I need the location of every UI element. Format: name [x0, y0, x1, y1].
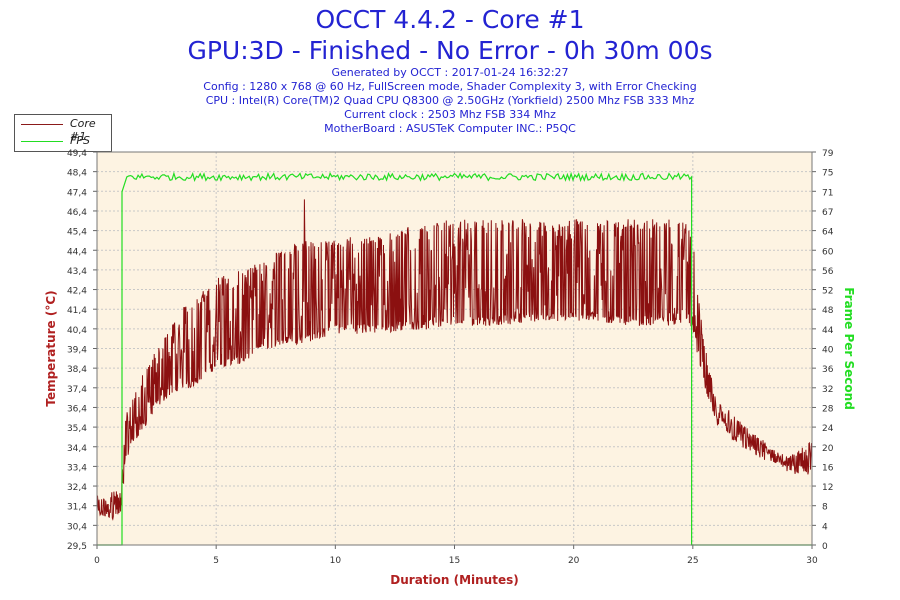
chart-title: OCCT 4.4.2 - Core #1 — [315, 5, 585, 34]
fps-line — [97, 171, 812, 546]
y2-tick-label: 4 — [822, 522, 828, 532]
x-tick-label: 15 — [449, 556, 460, 566]
chart-header: OCCT 4.4.2 - Core #1 GPU:3D - Finished -… — [0, 4, 900, 136]
y-axis-label: Temperature (°C) — [44, 290, 58, 406]
info-motherboard: MotherBoard : ASUSTeK Computer INC.: P5Q… — [324, 122, 576, 135]
y-tick-label: 43,4 — [67, 267, 87, 277]
y-tick-label: 44,4 — [67, 247, 87, 257]
info-generated: Generated by OCCT : 2017-01-24 16:32:27 — [331, 66, 569, 79]
y2-tick-label: 28 — [822, 404, 834, 414]
legend-label-core1: Core #1 — [70, 117, 96, 143]
y2-tick-label: 12 — [822, 483, 833, 493]
legend-swatch-fps — [21, 141, 63, 142]
y-tick-label: 40,4 — [67, 326, 87, 336]
y-tick-label: 41,4 — [67, 306, 87, 316]
y2-tick-label: 60 — [822, 247, 834, 257]
y2-tick-label: 40 — [822, 346, 834, 356]
y-tick-label: 30,4 — [67, 522, 87, 532]
y-tick-label: 39,4 — [67, 346, 87, 356]
fps-series — [97, 171, 812, 546]
x-tick-label: 20 — [568, 556, 580, 566]
info-cpu: CPU : Intel(R) Core(TM)2 Quad CPU Q8300 … — [205, 94, 695, 107]
y-tick-label: 31,4 — [67, 503, 87, 513]
y2-tick-label: 36 — [822, 365, 834, 375]
y-tick-label: 47,4 — [67, 188, 87, 198]
x-tick-label: 0 — [94, 556, 100, 566]
y-tick-label: 46,4 — [67, 208, 87, 218]
y-tick-label: 29,5 — [67, 542, 87, 552]
y-tick-label: 38,4 — [67, 365, 87, 375]
x-tick-label: 25 — [687, 556, 698, 566]
chart-subtitle: GPU:3D - Finished - No Error - 0h 30m 00… — [187, 36, 713, 65]
y-tick-label: 35,4 — [67, 424, 87, 434]
y2-tick-label: 32 — [822, 385, 833, 395]
legend-label-fps: FPS — [70, 134, 90, 147]
y-tick-label: 37,4 — [67, 385, 87, 395]
y2-tick-label: 75 — [822, 169, 833, 179]
y2-axis-label: Frame Per Second — [842, 287, 856, 410]
y2-tick-label: 24 — [822, 424, 834, 434]
y-tick-label: 32,4 — [67, 483, 87, 493]
chart-legend: Core #1 FPS — [14, 114, 112, 152]
x-tick-label: 5 — [213, 556, 219, 566]
y2-tick-label: 8 — [822, 503, 828, 513]
y2-tick-label: 44 — [822, 326, 834, 336]
y2-tick-label: 48 — [822, 306, 834, 316]
info-config: Config : 1280 x 768 @ 60 Hz, FullScreen … — [203, 80, 697, 93]
y2-tick-label: 64 — [822, 228, 834, 238]
y-tick-label: 33,4 — [67, 463, 87, 473]
y2-tick-label: 67 — [822, 208, 833, 218]
y2-tick-label: 16 — [822, 463, 834, 473]
x-axis-label: Duration (Minutes) — [390, 573, 518, 587]
y-tick-label: 49,4 — [67, 149, 87, 159]
temperature-series — [96, 199, 813, 521]
legend-item-core1: Core #1 — [15, 115, 111, 143]
x-tick-label: 30 — [806, 556, 818, 566]
legend-item-fps: FPS — [15, 132, 111, 149]
y2-tick-label: 56 — [822, 267, 834, 277]
x-tick-label: 10 — [330, 556, 342, 566]
y-tick-label: 45,4 — [67, 228, 87, 238]
y2-tick-label: 0 — [822, 542, 828, 552]
y2-tick-label: 79 — [822, 149, 834, 159]
info-clock: Current clock : 2503 Mhz FSB 334 Mhz — [344, 108, 556, 121]
y2-tick-label: 52 — [822, 287, 833, 297]
y-tick-label: 42,4 — [67, 287, 87, 297]
y2-tick-label: 71 — [822, 188, 833, 198]
axes: 29,5 30,4 31,4 32,4 33,4 34,4 35,4 36,4 37,4 38,4… — [67, 149, 834, 566]
plot-frame — [96, 151, 813, 546]
legend-swatch-core1 — [21, 124, 63, 125]
y-tick-label: 34,4 — [67, 444, 87, 454]
y-tick-label: 36,4 — [67, 404, 87, 414]
y-tick-label: 48,4 — [67, 169, 87, 179]
temperature-line — [96, 199, 813, 521]
y2-tick-label: 20 — [822, 444, 834, 454]
